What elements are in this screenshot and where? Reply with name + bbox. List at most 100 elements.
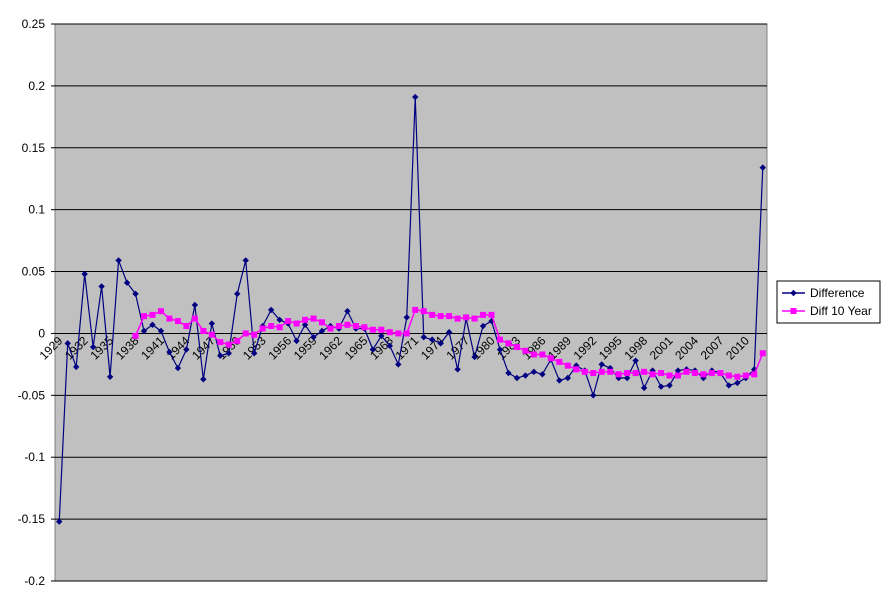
data-point-difference (395, 361, 402, 368)
y-tick-label: 0.05 (22, 265, 46, 279)
data-point-difference (751, 366, 758, 373)
data-point-difference (310, 333, 317, 341)
data-point-diff-10-year (497, 336, 503, 343)
data-point-diff-10-year (446, 313, 453, 320)
data-point-difference (293, 337, 300, 345)
data-point-diff-10-year (191, 315, 198, 322)
data-point-diff-10-year (675, 372, 681, 379)
y-axis-tick-labels: -0.2 -0.15 -0.1 -0.05 0 0.05 0.1 0.15 0.2 0.25 (18, 17, 46, 588)
data-point-diff-10-year (352, 323, 359, 330)
data-point-difference (674, 367, 682, 374)
data-point-diff-10-year (268, 323, 275, 330)
data-point-difference (420, 333, 427, 341)
data-point-difference (378, 332, 385, 340)
data-point-diff-10-year (412, 306, 419, 313)
data-point-difference (301, 321, 309, 328)
data-point-difference (657, 383, 665, 390)
data-point-diff-10-year (530, 351, 537, 358)
data-point-diff-10-year (658, 370, 665, 377)
data-point-difference (234, 290, 241, 298)
data-point-difference (640, 384, 648, 392)
data-point-difference (64, 340, 71, 347)
legend-label-difference: Difference (810, 286, 865, 300)
data-point-diff-10-year (251, 331, 258, 338)
data-point-diff-10-year (420, 308, 427, 315)
data-point-diff-10-year (378, 326, 385, 333)
data-point-diff-10-year (573, 366, 580, 373)
data-point-difference (217, 352, 224, 359)
data-point-difference (556, 377, 563, 384)
data-point-difference (132, 290, 139, 298)
data-point-diff-10-year (361, 324, 368, 331)
data-point-difference (242, 257, 249, 264)
data-point-diff-10-year (200, 327, 207, 334)
y-tick-label: -0.15 (18, 512, 46, 526)
y-tick-label: 0.25 (22, 17, 46, 31)
y-tick-label: 0.2 (28, 79, 45, 93)
data-point-diff-10-year (725, 372, 732, 379)
data-point-diff-10-year (598, 368, 605, 375)
data-point-diff-10-year (437, 313, 444, 320)
data-point-difference (623, 374, 631, 382)
data-point-difference (106, 373, 114, 380)
y-tick-label: 0.15 (22, 141, 46, 155)
data-point-difference (513, 374, 521, 382)
data-point-diff-10-year (641, 368, 648, 375)
data-point-difference (89, 343, 97, 351)
data-point-diff-10-year (242, 330, 249, 337)
data-point-diff-10-year (691, 370, 698, 377)
data-point-diff-10-year (293, 320, 300, 327)
data-point-difference (98, 283, 105, 290)
data-point-difference (369, 346, 377, 353)
data-point-diff-10-year (310, 315, 317, 322)
data-point-diff-10-year (132, 332, 139, 339)
data-point-difference (530, 368, 538, 376)
data-point-diff-10-year (480, 311, 487, 318)
data-point-difference (115, 257, 122, 264)
data-point-difference (276, 316, 283, 324)
data-point-difference (454, 366, 461, 373)
data-point-difference (72, 363, 80, 371)
data-point-diff-10-year (649, 371, 656, 378)
data-point-difference (386, 342, 394, 350)
data-point-diff-10-year (225, 341, 232, 348)
data-point-diff-10-year (547, 355, 554, 362)
data-point-difference (573, 362, 580, 369)
data-point-diff-10-year (463, 314, 470, 321)
data-point-diff-10-year (217, 339, 224, 346)
data-point-difference (632, 357, 639, 364)
data-point-diff-10-year (386, 329, 393, 336)
data-point-difference (590, 392, 597, 399)
data-point-diff-10-year (327, 325, 334, 332)
y-tick-label: -0.2 (24, 574, 45, 588)
data-point-difference (505, 369, 512, 377)
data-point-diff-10-year (166, 315, 173, 322)
y-tick-label: 0 (38, 326, 45, 340)
data-point-diff-10-year (395, 330, 402, 337)
data-point-diff-10-year (615, 371, 622, 378)
data-point-diff-10-year (157, 308, 164, 315)
legend-marker-diff-10-year (790, 308, 797, 314)
data-point-diff-10-year (513, 344, 520, 351)
plot-area (54, 23, 768, 582)
data-point-difference (267, 306, 275, 314)
data-point-diff-10-year (471, 315, 478, 322)
data-point-difference (412, 93, 419, 101)
data-point-diff-10-year (590, 370, 597, 377)
data-point-diff-10-year (581, 368, 588, 375)
data-point-diff-10-year (717, 370, 724, 377)
data-point-diff-10-year (632, 370, 639, 377)
data-point-difference (522, 372, 529, 379)
series-group (56, 93, 766, 525)
data-point-difference (445, 329, 453, 336)
legend: Difference Diff 10 Year (776, 280, 881, 324)
data-point-difference (149, 321, 156, 328)
series-line-difference (58, 97, 764, 522)
data-point-difference (208, 320, 216, 327)
data-point-diff-10-year (174, 318, 181, 325)
data-point-diff-10-year (759, 350, 766, 357)
data-point-diff-10-year (564, 362, 571, 369)
data-point-diff-10-year (319, 319, 325, 326)
data-point-diff-10-year (369, 326, 376, 333)
